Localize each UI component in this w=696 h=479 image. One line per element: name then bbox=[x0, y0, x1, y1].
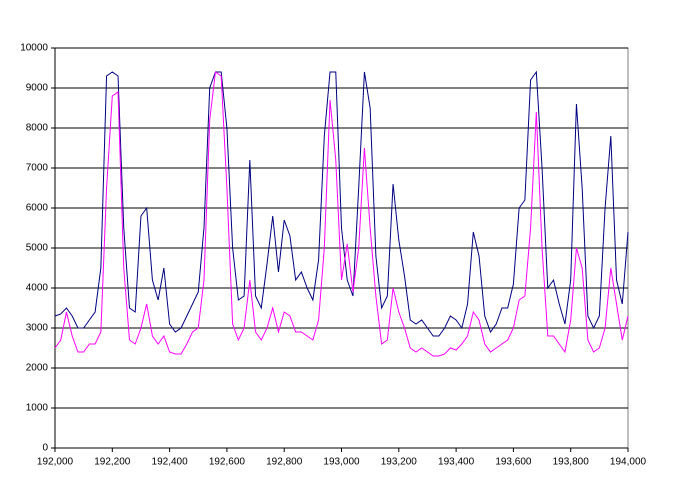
x-tick-label: 193,600 bbox=[495, 457, 532, 468]
y-tick-label: 5000 bbox=[26, 243, 49, 254]
x-tick-label: 192,800 bbox=[266, 457, 303, 468]
y-tick-label: 10000 bbox=[20, 43, 48, 54]
y-tick-label: 0 bbox=[42, 443, 48, 454]
y-tick-label: 3000 bbox=[26, 323, 49, 334]
x-tick-label: 192,200 bbox=[94, 457, 131, 468]
data-line bbox=[54, 70, 629, 337]
x-tick-label: 192,400 bbox=[152, 457, 189, 468]
x-tick-label: 192,000 bbox=[37, 457, 74, 468]
x-tick-label: 194,000 bbox=[610, 457, 647, 468]
x-tick-label: 192,600 bbox=[209, 457, 246, 468]
y-tick-label: 4000 bbox=[26, 283, 49, 294]
x-tick-label: 193,800 bbox=[553, 457, 590, 468]
data-line bbox=[54, 71, 629, 357]
x-tick-label: 193,000 bbox=[323, 457, 360, 468]
x-tick-label: 193,400 bbox=[438, 457, 475, 468]
y-tick-label: 1000 bbox=[26, 403, 49, 414]
y-tick-label: 7000 bbox=[26, 163, 49, 174]
y-tick-label: 8000 bbox=[26, 123, 49, 134]
y-tick-label: 6000 bbox=[26, 203, 49, 214]
y-tick-label: 2000 bbox=[26, 363, 49, 374]
x-tick-label: 193,200 bbox=[381, 457, 418, 468]
y-tick-label: 9000 bbox=[26, 83, 49, 94]
